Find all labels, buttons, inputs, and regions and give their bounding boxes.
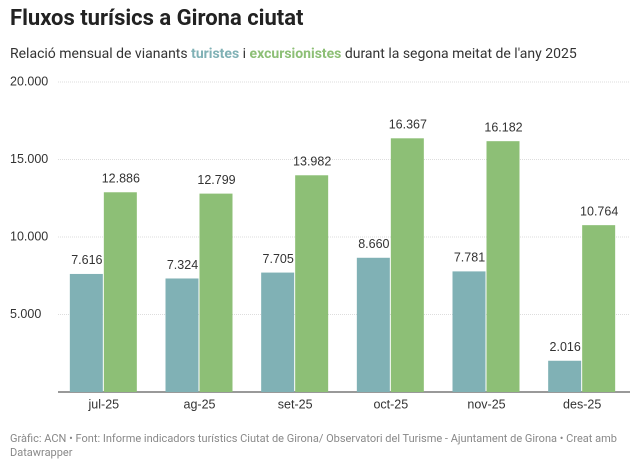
value-label: 7.324 bbox=[167, 258, 198, 272]
value-label: 7.705 bbox=[263, 252, 294, 266]
x-tick-label: des-25 bbox=[563, 397, 601, 411]
value-label: 10.764 bbox=[580, 204, 618, 218]
bar bbox=[261, 272, 295, 392]
bar bbox=[165, 278, 199, 392]
value-label: 12.886 bbox=[102, 172, 140, 186]
subtitle-text: durant la segona meitat de l'any 2025 bbox=[341, 46, 577, 62]
value-label: 16.182 bbox=[484, 120, 522, 134]
subtitle-text: i bbox=[239, 46, 250, 62]
legend-entry: excursionistes bbox=[249, 46, 342, 62]
bar bbox=[356, 257, 390, 392]
value-label: 13.982 bbox=[293, 155, 331, 169]
bar bbox=[390, 138, 424, 392]
value-label: 7.616 bbox=[71, 253, 102, 267]
y-tick-label: 10.000 bbox=[10, 229, 48, 243]
value-label: 2.016 bbox=[550, 340, 581, 354]
bar bbox=[199, 193, 233, 392]
subtitle: Relació mensual de vianants turistes i e… bbox=[10, 46, 577, 62]
x-tick-label: set-25 bbox=[278, 397, 313, 411]
legend-entry: turistes bbox=[191, 46, 240, 62]
value-label: 12.799 bbox=[197, 173, 235, 187]
bar bbox=[452, 271, 486, 392]
x-tick-label: nov-25 bbox=[467, 397, 505, 411]
chart-title: Fluxos turísics a Girona ciutat bbox=[10, 6, 304, 31]
y-tick-label: 15.000 bbox=[10, 152, 48, 166]
y-tick-label: 5.000 bbox=[10, 307, 41, 321]
footer: Gràfic: ACN • Font: Informe indicadors t… bbox=[10, 432, 617, 459]
x-tick-label: ag-25 bbox=[184, 397, 216, 411]
chart: 5.000 10.000 15.000 20.000 jul-25 7.616 12.886… bbox=[10, 74, 630, 411]
value-label: 7.781 bbox=[454, 251, 485, 265]
x-tick-label: oct-25 bbox=[373, 397, 408, 411]
bar bbox=[548, 360, 582, 392]
value-label: 16.367 bbox=[389, 118, 427, 132]
bar bbox=[295, 175, 329, 392]
bar bbox=[103, 192, 137, 392]
bar bbox=[69, 273, 103, 392]
bar bbox=[582, 225, 616, 392]
x-tick-label: jul-25 bbox=[88, 397, 120, 411]
bar bbox=[486, 141, 520, 392]
subtitle-text: Relació mensual de vianants bbox=[10, 46, 192, 62]
y-tick-label: 20.000 bbox=[10, 74, 48, 88]
value-label: 8.660 bbox=[358, 237, 389, 251]
